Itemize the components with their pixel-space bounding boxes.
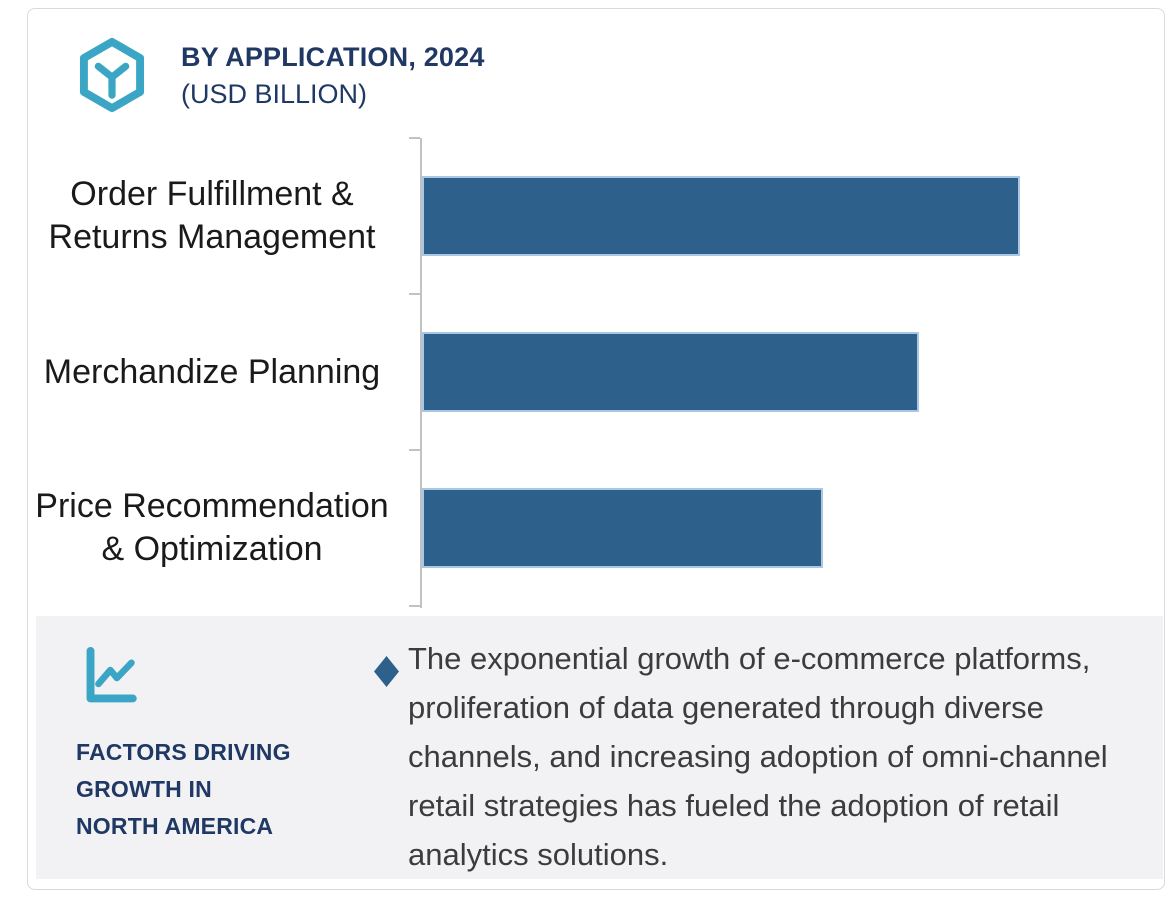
chart-subtitle: (USD BILLION) [181,79,368,109]
market-chart-card: BY APPLICATION, 2024 (USD BILLION) Order… [27,8,1165,890]
bar-3 [422,488,823,568]
axis-tick [409,137,420,139]
chart-header: BY APPLICATION, 2024 (USD BILLION) [76,36,485,114]
bullet-item: The exponential growth of e-commerce pla… [374,634,1134,879]
bullet-text: The exponential growth of e-commerce pla… [408,641,1108,872]
category-label: Merchandize Planning [43,352,381,391]
y-axis-line [420,138,422,608]
line-chart-icon [86,646,137,703]
chart-title-block: BY APPLICATION, 2024 (USD BILLION) [181,42,485,110]
factors-heading-line: NORTH AMERICA [76,813,274,839]
axis-tick [409,449,420,451]
axis-tick [409,605,420,607]
diamond-bullet-icon [374,656,399,687]
factors-heading-line: GROWTH IN [76,776,212,802]
factors-heading: FACTORS DRIVING GROWTH IN NORTH AMERICA [76,734,326,845]
bar-1 [422,176,1020,256]
chart-title: BY APPLICATION, 2024 [181,42,485,72]
axis-tick [409,293,420,295]
category-label: Order Fulfillment & Returns Management [48,175,376,256]
bar-2 [422,332,919,412]
category-label: Price Recommendation & Optimization [35,487,389,568]
hexagon-y-icon [79,37,145,113]
factors-panel: FACTORS DRIVING GROWTH IN NORTH AMERICA Th… [36,616,1163,879]
factors-heading-line: FACTORS DRIVING [76,739,291,765]
bar-chart: Order Fulfillment & Returns Management Mer… [28,9,1164,889]
